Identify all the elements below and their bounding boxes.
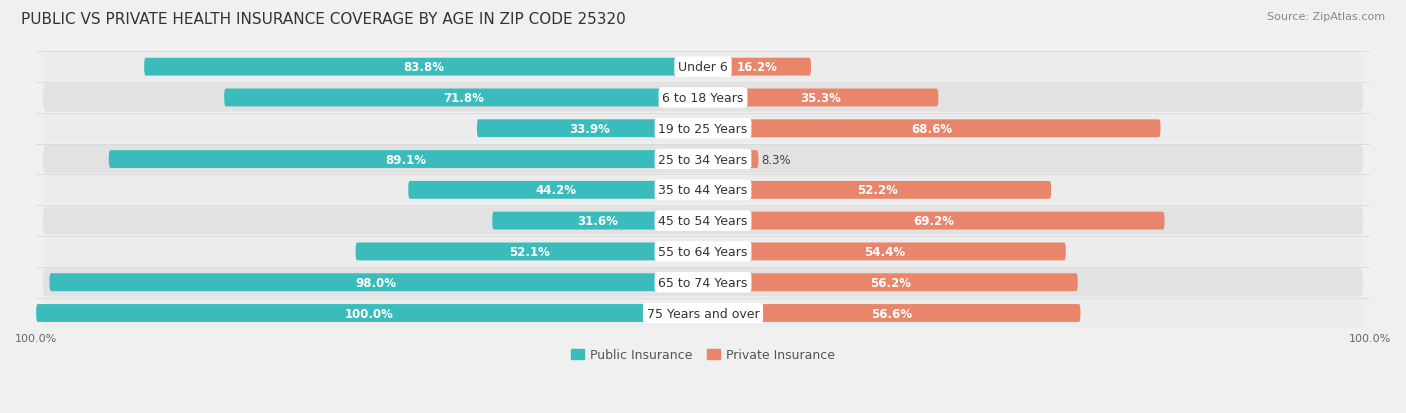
FancyBboxPatch shape <box>37 304 703 322</box>
FancyBboxPatch shape <box>356 243 703 261</box>
FancyBboxPatch shape <box>42 299 1364 328</box>
Legend: Public Insurance, Private Insurance: Public Insurance, Private Insurance <box>567 344 839 367</box>
Text: 89.1%: 89.1% <box>385 153 426 166</box>
Text: 65 to 74 Years: 65 to 74 Years <box>658 276 748 289</box>
FancyBboxPatch shape <box>108 151 703 169</box>
FancyBboxPatch shape <box>49 274 703 292</box>
FancyBboxPatch shape <box>703 212 1164 230</box>
FancyBboxPatch shape <box>145 59 703 76</box>
FancyBboxPatch shape <box>703 151 758 169</box>
Text: 56.2%: 56.2% <box>870 276 911 289</box>
FancyBboxPatch shape <box>703 59 811 76</box>
FancyBboxPatch shape <box>42 115 1364 143</box>
Text: 54.4%: 54.4% <box>863 245 905 258</box>
FancyBboxPatch shape <box>42 53 1364 82</box>
Text: 83.8%: 83.8% <box>404 61 444 74</box>
Text: 16.2%: 16.2% <box>737 61 778 74</box>
FancyBboxPatch shape <box>42 237 1364 266</box>
Text: 25 to 34 Years: 25 to 34 Years <box>658 153 748 166</box>
Text: PUBLIC VS PRIVATE HEALTH INSURANCE COVERAGE BY AGE IN ZIP CODE 25320: PUBLIC VS PRIVATE HEALTH INSURANCE COVER… <box>21 12 626 27</box>
Text: 19 to 25 Years: 19 to 25 Years <box>658 122 748 135</box>
FancyBboxPatch shape <box>224 89 703 107</box>
Text: 68.6%: 68.6% <box>911 122 952 135</box>
Text: 100.0%: 100.0% <box>344 307 394 320</box>
Text: 56.6%: 56.6% <box>872 307 912 320</box>
FancyBboxPatch shape <box>42 207 1364 235</box>
FancyBboxPatch shape <box>703 120 1160 138</box>
Text: 98.0%: 98.0% <box>356 276 396 289</box>
Text: 52.1%: 52.1% <box>509 245 550 258</box>
FancyBboxPatch shape <box>703 304 1080 322</box>
FancyBboxPatch shape <box>703 243 1066 261</box>
FancyBboxPatch shape <box>703 181 1052 199</box>
FancyBboxPatch shape <box>477 120 703 138</box>
Text: 45 to 54 Years: 45 to 54 Years <box>658 215 748 228</box>
Text: 75 Years and over: 75 Years and over <box>647 307 759 320</box>
Text: 35.3%: 35.3% <box>800 92 841 105</box>
FancyBboxPatch shape <box>42 176 1364 204</box>
Text: 44.2%: 44.2% <box>536 184 576 197</box>
Text: 71.8%: 71.8% <box>443 92 484 105</box>
FancyBboxPatch shape <box>492 212 703 230</box>
FancyBboxPatch shape <box>703 89 938 107</box>
Text: 52.2%: 52.2% <box>856 184 897 197</box>
Text: 69.2%: 69.2% <box>914 215 955 228</box>
Text: 6 to 18 Years: 6 to 18 Years <box>662 92 744 105</box>
FancyBboxPatch shape <box>703 274 1078 292</box>
FancyBboxPatch shape <box>408 181 703 199</box>
Text: Source: ZipAtlas.com: Source: ZipAtlas.com <box>1267 12 1385 22</box>
FancyBboxPatch shape <box>42 268 1364 297</box>
FancyBboxPatch shape <box>42 145 1364 174</box>
Text: Under 6: Under 6 <box>678 61 728 74</box>
Text: 35 to 44 Years: 35 to 44 Years <box>658 184 748 197</box>
Text: 33.9%: 33.9% <box>569 122 610 135</box>
Text: 55 to 64 Years: 55 to 64 Years <box>658 245 748 258</box>
Text: 31.6%: 31.6% <box>578 215 619 228</box>
Text: 8.3%: 8.3% <box>762 153 792 166</box>
FancyBboxPatch shape <box>42 84 1364 112</box>
